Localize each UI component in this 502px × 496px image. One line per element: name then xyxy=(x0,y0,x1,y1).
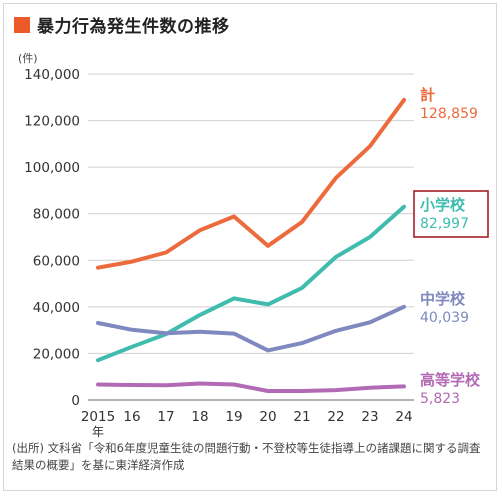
chart-frame xyxy=(3,3,497,491)
x-tick-label: 24 xyxy=(395,409,412,425)
x-axis-unit-label: 年 xyxy=(92,425,104,439)
series-name-label: 中学校 xyxy=(420,290,466,308)
chart-title: 暴力行為発生件数の推移 xyxy=(37,17,230,37)
x-tick-label: 16 xyxy=(123,409,140,425)
title-bar: 暴力行為発生件数の推移 xyxy=(14,12,230,37)
x-tick-label: 19 xyxy=(225,409,242,425)
y-tick-label: 60,000 xyxy=(33,253,80,269)
series-line-2 xyxy=(96,204,406,363)
y-tick-label: 120,000 xyxy=(24,114,80,130)
x-tick-label: 22 xyxy=(327,409,344,425)
series-value-label: 5,823 xyxy=(420,391,460,407)
x-tick-label: 20 xyxy=(259,409,276,425)
x-tick-label: 2015 xyxy=(81,409,115,425)
y-tick-label: 140,000 xyxy=(24,67,80,83)
source-note: (出所) 文科省「令和6年度児童生徒の問題行動・不登校等生徒指導上の諸課題に関す… xyxy=(12,441,481,472)
line-chart: (件) 140,000 120,000 100,000 80,000 60,000 40,0… xyxy=(18,52,489,439)
x-tick-label: 21 xyxy=(293,409,310,425)
series-value-label: 128,859 xyxy=(420,106,478,122)
y-tick-label: 80,000 xyxy=(33,207,80,223)
y-tick-label: 0 xyxy=(71,393,80,409)
series-value-label: 82,997 xyxy=(420,216,469,232)
y-axis-unit-label: (件) xyxy=(18,52,38,65)
y-tick-label: 20,000 xyxy=(33,346,80,362)
x-tick-label: 18 xyxy=(191,409,208,425)
series-line-1 xyxy=(96,97,406,270)
series-name-label: 高等学校 xyxy=(420,371,481,389)
series-line-3 xyxy=(96,304,406,353)
title-marker-square xyxy=(14,16,30,33)
y-tick-label: 40,000 xyxy=(33,300,80,316)
series-name-label: 小学校 xyxy=(420,196,466,214)
series-line-4 xyxy=(96,381,406,393)
x-tick-label: 17 xyxy=(157,409,174,425)
y-tick-label: 100,000 xyxy=(24,160,80,176)
highlight-box xyxy=(413,190,489,238)
series-name-label: 計 xyxy=(420,86,435,104)
x-tick-label: 23 xyxy=(361,409,378,425)
series-value-label: 40,039 xyxy=(420,310,469,326)
